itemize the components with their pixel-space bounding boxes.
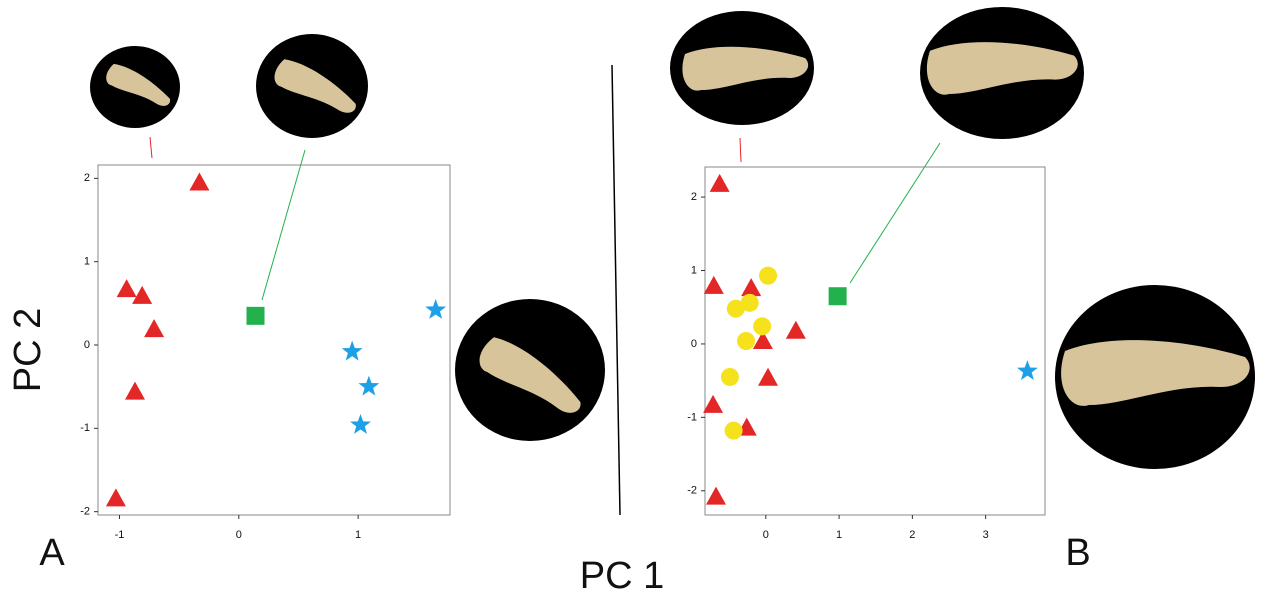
- x-tick-label: 1: [355, 529, 361, 541]
- y-tick-label: 0: [691, 338, 697, 350]
- x-axis-label: PC 1: [580, 555, 664, 597]
- plot-frame: [98, 165, 450, 515]
- y-axis-label: PC 2: [7, 308, 49, 392]
- x-tick-label: 0: [236, 529, 242, 541]
- triangle-marker: [189, 173, 209, 191]
- panel-label: B: [1065, 532, 1090, 574]
- star-marker: [342, 341, 363, 361]
- triangle-marker: [758, 368, 778, 386]
- leader-line: [150, 137, 152, 158]
- x-tick-label: 3: [983, 529, 989, 541]
- triangle-marker: [704, 276, 724, 294]
- star-marker: [1017, 360, 1038, 380]
- plot-frame: [705, 167, 1045, 515]
- panel-label: A: [39, 532, 65, 574]
- y-tick-label: -2: [687, 485, 697, 497]
- triangle-marker: [144, 319, 164, 337]
- triangle-marker: [703, 395, 723, 413]
- x-tick-label: 1: [836, 529, 842, 541]
- triangle-marker: [706, 487, 726, 505]
- circle-marker: [721, 368, 739, 386]
- leader-line: [850, 143, 940, 283]
- x-tick-label: 0: [763, 529, 769, 541]
- leader-lines: [150, 65, 940, 515]
- triangle-marker: [106, 488, 126, 506]
- y-tick-label: -1: [687, 411, 697, 423]
- y-tick-label: 1: [84, 256, 90, 268]
- circle-marker: [741, 294, 759, 312]
- circle-marker: [737, 332, 755, 350]
- triangle-marker: [117, 279, 137, 297]
- square-marker: [247, 307, 265, 325]
- leader-line: [262, 150, 305, 300]
- triangle-marker: [125, 382, 145, 400]
- circle-marker: [753, 317, 771, 335]
- y-tick-label: -1: [80, 422, 90, 434]
- photos: [90, 7, 1255, 469]
- triangle-marker: [710, 174, 730, 192]
- figure: PC 2 PC 1 -2 -1 0 1 2 -1 0 1 A -2 -1 0 1 2 0 1 2 3 B: [0, 0, 1276, 598]
- y-tick-label: 1: [691, 264, 697, 276]
- x-tick-label: 2: [909, 529, 915, 541]
- triangle-marker: [786, 321, 806, 339]
- circle-marker: [759, 267, 777, 285]
- y-tick-label: 2: [691, 191, 697, 203]
- triangle-marker: [741, 278, 761, 296]
- leader-line: [740, 138, 741, 162]
- y-tick-label: -2: [80, 506, 90, 518]
- square-marker: [829, 287, 847, 305]
- star-marker: [350, 414, 371, 434]
- divider: [612, 65, 620, 515]
- y-tick-label: 2: [84, 172, 90, 184]
- x-tick-label: -1: [115, 529, 125, 541]
- star-marker: [358, 376, 379, 396]
- star-marker: [425, 299, 446, 319]
- y-tick-label: 0: [84, 339, 90, 351]
- circle-marker: [725, 422, 743, 440]
